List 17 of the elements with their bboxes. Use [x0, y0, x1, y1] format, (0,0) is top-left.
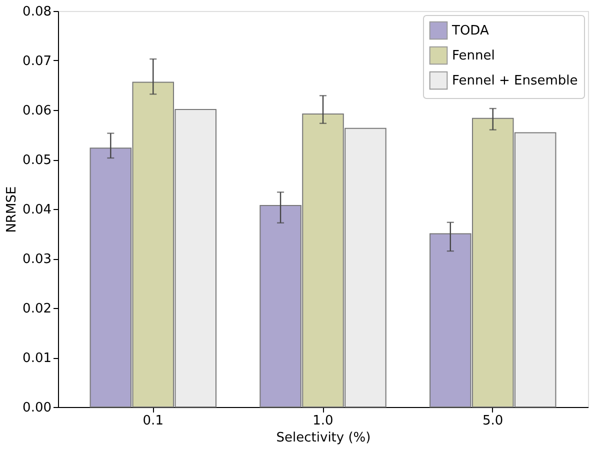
legend-label: TODA [451, 24, 489, 38]
y-tick-label: 0.07 [22, 54, 52, 69]
x-tick-label: 1.0 [312, 414, 334, 428]
x-tick-label: 0.1 [142, 414, 164, 428]
y-tick-label: 0.02 [22, 302, 52, 316]
y-tick-label: 0.05 [22, 153, 52, 168]
y-tick-label: 0.01 [22, 351, 52, 366]
y-tick-label: 0.08 [22, 4, 52, 20]
y-tick-label: 0.06 [22, 104, 52, 118]
y-tick-label: 0.00 [22, 400, 52, 416]
y-tick-label: 0.03 [22, 252, 52, 267]
legend-label: Fennel + Ensemble [452, 74, 578, 88]
x-tick-label: 5.0 [482, 414, 504, 428]
y-axis-title: NRMSE [4, 186, 20, 233]
legend-label: Fennel [452, 48, 495, 64]
y-tick-label: 0.04 [22, 202, 52, 218]
x-axis-title: Selectivity (%) [276, 430, 371, 446]
